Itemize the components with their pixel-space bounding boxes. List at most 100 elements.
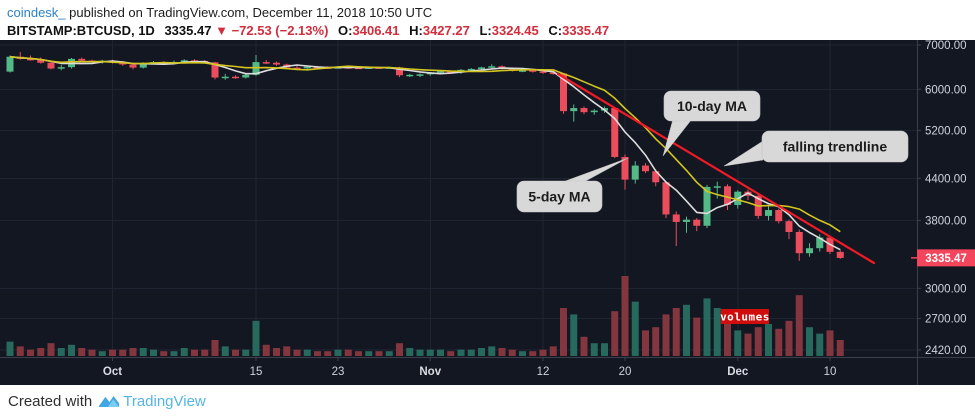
volume-bar [672,308,680,356]
candle-down [621,156,629,180]
candle-down [396,67,403,76]
candle-down [611,108,619,157]
candle-down [293,67,301,70]
volume-bar [324,351,332,356]
candle-up [221,76,229,79]
moving-averages [9,55,841,251]
candlestick-chart[interactable]: 7000.00 6000.00 5200.00 4400.00 3800.00 3000.… [0,40,975,385]
volume-bar [365,351,373,356]
close-label: C: [548,23,563,38]
candle-down [549,72,557,75]
volume-bar [621,276,629,356]
tradingview-link[interactable]: TradingView [123,393,206,410]
candle-up [139,63,147,68]
price-tick-label: 3000.00 [925,283,967,295]
volume-bars [6,276,844,356]
volume-bar [631,301,639,356]
candle-up [765,210,772,216]
volume-bar [385,351,393,356]
candle-down [47,62,55,69]
candle-down [539,71,547,73]
candle-down [724,186,731,205]
volume-bar [826,330,834,356]
callout-text: falling trendline [783,139,887,155]
candle-down [232,76,239,79]
candle-down [652,171,660,183]
volume-bar [560,308,567,356]
time-tick-label: 20 [619,366,632,378]
svg-text:3335.47: 3335.47 [925,253,967,265]
candle-down [672,214,680,222]
price-chart-canvas[interactable]: 7000.00 6000.00 5200.00 4400.00 3800.00 3000.… [0,40,975,385]
candle-up [683,219,690,222]
close-value: 3335.47 [562,23,610,38]
candle-up [713,186,721,188]
volume-bar [785,320,793,356]
candle-up [488,66,496,68]
price-tick-label: 4400.00 [925,173,967,185]
time-tick-label: Dec [727,366,749,378]
volume-bar [139,348,147,356]
volume-bar [662,314,670,356]
falling-trendline [556,72,876,265]
callout-text: 10-day MA [677,98,747,114]
candle-up [816,237,824,249]
volume-bar [754,327,762,356]
volume-bar [221,346,229,356]
volume-bar [252,320,260,356]
volume-bar [262,344,270,356]
volume-bar [6,341,14,356]
volume-bar [683,304,690,356]
volume-bar [88,349,96,356]
volume-bar [180,348,188,356]
price-tick-label: 2420.00 [925,345,967,357]
volume-bar [590,343,598,356]
last-price-badge: 3335.47 [911,249,975,267]
symbol-label: BITSTAMP:BTCUSD, 1D [7,23,155,38]
time-tick-label: 10 [824,366,837,378]
created-with-text: Created with [8,393,93,410]
footer: Created with TradingView [0,385,975,418]
author-link[interactable]: coindesk_ [7,5,66,20]
time-tick-label: 12 [537,366,550,378]
price-tick-label: 2700.00 [925,314,967,326]
candle-down [642,165,649,172]
volume-bar [47,343,55,356]
price-axis[interactable]: 7000.00 6000.00 5200.00 4400.00 3800.00 3000.… [917,40,967,357]
volume-bar [447,351,455,356]
change-arrow-icon: ▼ [215,23,228,38]
candle-up [590,110,598,113]
volume-bar [396,343,403,356]
price-tick-label: 3800.00 [925,215,967,227]
volume-bar [693,317,701,356]
volume-bar [519,351,526,356]
volume-bar [775,328,783,356]
candle-down [78,58,86,61]
open-value: 3406.41 [352,23,400,38]
volume-bar [334,349,342,356]
volume-bar [601,343,608,356]
volume-bar [170,351,178,356]
volume-bar [642,330,649,356]
candle-up [631,165,639,180]
candle-down [211,62,219,78]
volume-bar [98,351,106,356]
candle-down [529,70,537,72]
candle-up [242,74,250,78]
volume-bar [293,349,301,356]
volume-bar [611,311,619,356]
candle-down [129,64,137,68]
candle-down [662,182,670,215]
callout-5-day-ma: 5-day MA [516,157,629,213]
candle-up [467,68,475,71]
candle-down [498,66,506,69]
candle-down [580,108,588,113]
candle-down [836,251,844,258]
time-axis[interactable]: Oct 15 23 Nov 12 20 Dec 10 [103,357,836,378]
volume-bar [734,330,742,356]
volume-bar [724,320,731,356]
volume-bar [467,349,475,356]
candle-up [303,66,311,69]
volume-bar [806,327,813,356]
change-value: −72.53 (−2.13%) [231,23,329,38]
